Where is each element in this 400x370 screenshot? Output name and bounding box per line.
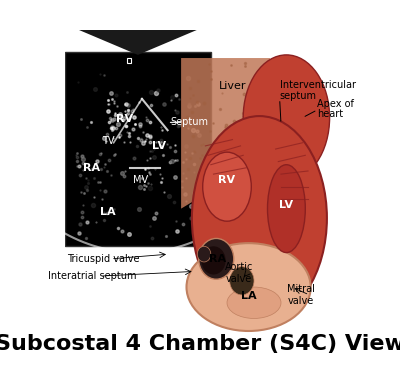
Text: heart: heart [318, 109, 344, 119]
Bar [65, 52, 211, 246]
Ellipse shape [199, 238, 234, 279]
Ellipse shape [203, 152, 251, 221]
Text: Interatrial septum: Interatrial septum [48, 271, 136, 281]
Text: LV: LV [279, 201, 294, 211]
Ellipse shape [268, 165, 305, 253]
Wedge shape [0, 0, 310, 55]
Polygon shape [181, 58, 270, 209]
Ellipse shape [192, 116, 327, 320]
Text: Aortic
valve: Aortic valve [225, 262, 253, 284]
Text: RV: RV [218, 175, 236, 185]
Ellipse shape [230, 267, 254, 295]
Text: Apex of: Apex of [318, 98, 354, 108]
Text: Septum: Septum [170, 117, 208, 127]
Ellipse shape [197, 246, 211, 262]
Text: RA: RA [84, 163, 100, 173]
Text: RV: RV [116, 114, 133, 124]
Text: MV: MV [133, 175, 148, 185]
Text: LA: LA [100, 207, 116, 217]
Ellipse shape [243, 55, 330, 181]
Text: Subcostal 4 Chamber (S4C) View: Subcostal 4 Chamber (S4C) View [0, 334, 400, 354]
Text: TV: TV [102, 136, 114, 146]
Text: Tricuspid valve: Tricuspid valve [66, 254, 139, 264]
Ellipse shape [227, 287, 281, 319]
Text: Liver: Liver [219, 81, 246, 91]
Text: RA: RA [209, 254, 226, 264]
Text: LA: LA [241, 292, 256, 302]
Text: LV: LV [152, 141, 166, 151]
Bar [127, 58, 131, 63]
Ellipse shape [201, 246, 226, 275]
Text: Interventricular: Interventricular [280, 80, 356, 90]
Text: Mitral
valve: Mitral valve [287, 284, 315, 306]
Text: septum: septum [280, 91, 317, 101]
Ellipse shape [186, 243, 311, 331]
